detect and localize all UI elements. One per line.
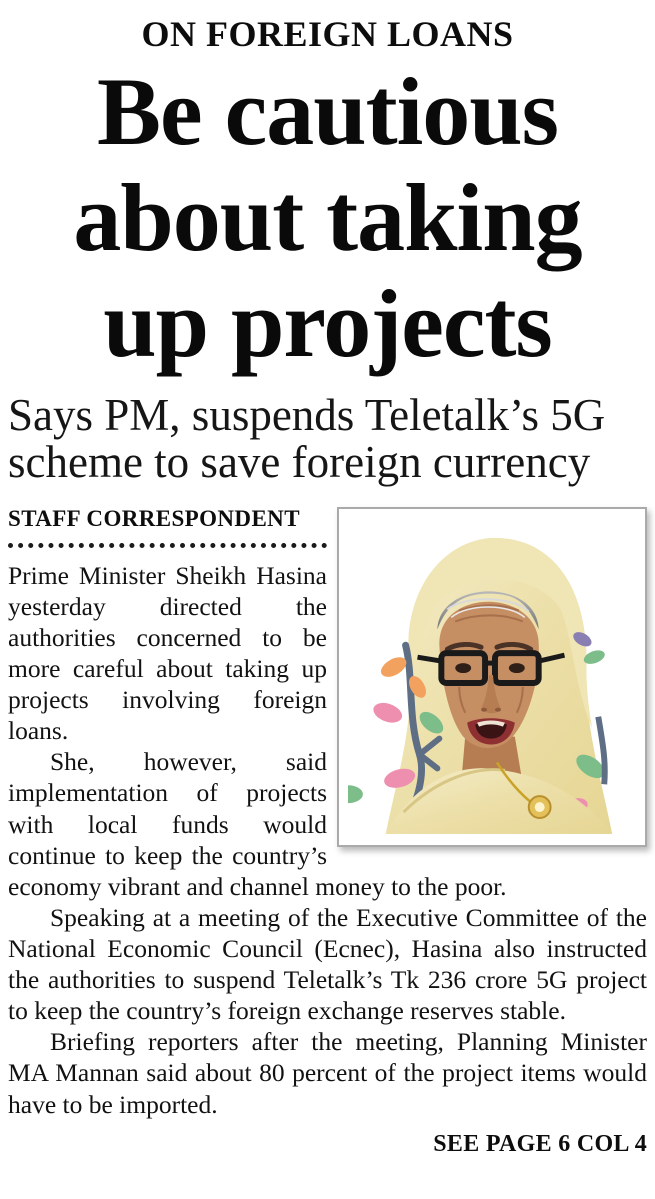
headline-line: up projects [103,269,553,377]
headline-line: Be cautious [96,58,559,166]
glasses [417,649,566,686]
headline: Be cautious about taking up projects [8,59,647,376]
byline: STAFF CORRESPONDENT [8,505,300,531]
subheadline: Says PM, suspends Teletalk’s 5G scheme t… [8,390,647,488]
subheadline-line: Says PM, suspends Teletalk’s 5G [8,390,606,441]
byline-dotted-rule [8,537,327,548]
body-paragraph: Briefing reporters after the meeting, Pl… [8,1027,647,1119]
pm-portrait-photo [337,506,647,847]
continuation-note: SEE PAGE 6 COL 4 [433,1130,647,1157]
article-body: STAFF CORRESPONDENT Prime Minister Sheik… [8,505,647,1159]
headline-line: about taking [73,163,582,271]
kicker: ON FOREIGN LOANS [141,14,514,54]
body-paragraph: She, however, said implementation of pro… [8,747,507,901]
body-paragraph: Prime Minister Sheikh Hasina yesterday d… [8,560,327,746]
body-paragraph: Speaking at a meeting of the Executive C… [8,902,647,1026]
subheadline-line: scheme to save foreign currency [8,437,591,488]
pm-portrait-illustration [348,537,613,834]
